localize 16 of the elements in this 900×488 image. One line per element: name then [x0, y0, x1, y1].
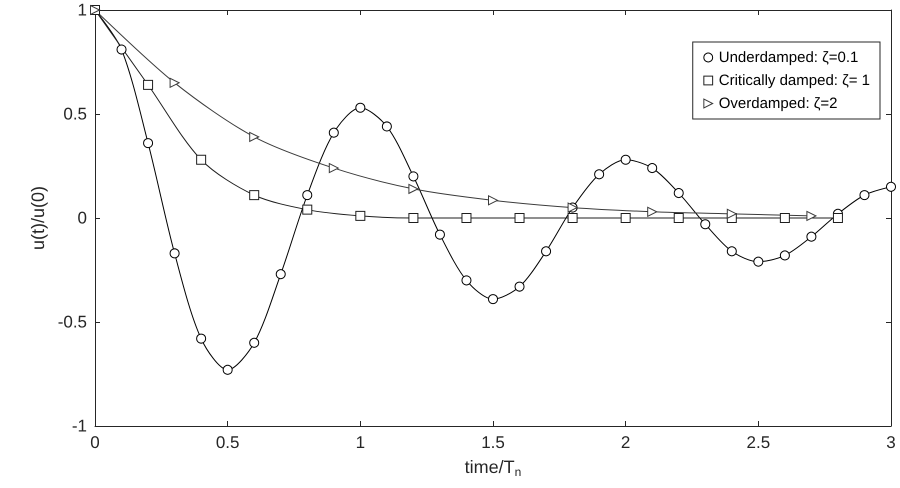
x-tick-label: 0	[90, 433, 100, 452]
x-tick-label: 2.5	[746, 433, 770, 452]
x-tick-label: 1	[356, 433, 366, 452]
x-tick-label: 2	[620, 433, 630, 452]
y-tick-label: 1	[78, 0, 87, 20]
legend-label: Overdamped: ζ=2	[718, 95, 838, 112]
y-axis-title: u(t)/u(0)	[28, 186, 48, 250]
x-tick-label: 0.5	[216, 433, 240, 452]
legend-label: Critically damped: ζ= 1	[718, 72, 870, 89]
y-tick-label: 0	[78, 208, 87, 228]
x-tick-label: 3	[886, 433, 896, 452]
y-tick-label: 0.5	[63, 104, 87, 124]
y-tick-label: -1	[72, 416, 87, 436]
x-tick-label: 1.5	[481, 433, 505, 452]
legend-label: Underdamped: ζ=0.1	[718, 49, 858, 66]
y-tick-label: -0.5	[58, 312, 87, 332]
